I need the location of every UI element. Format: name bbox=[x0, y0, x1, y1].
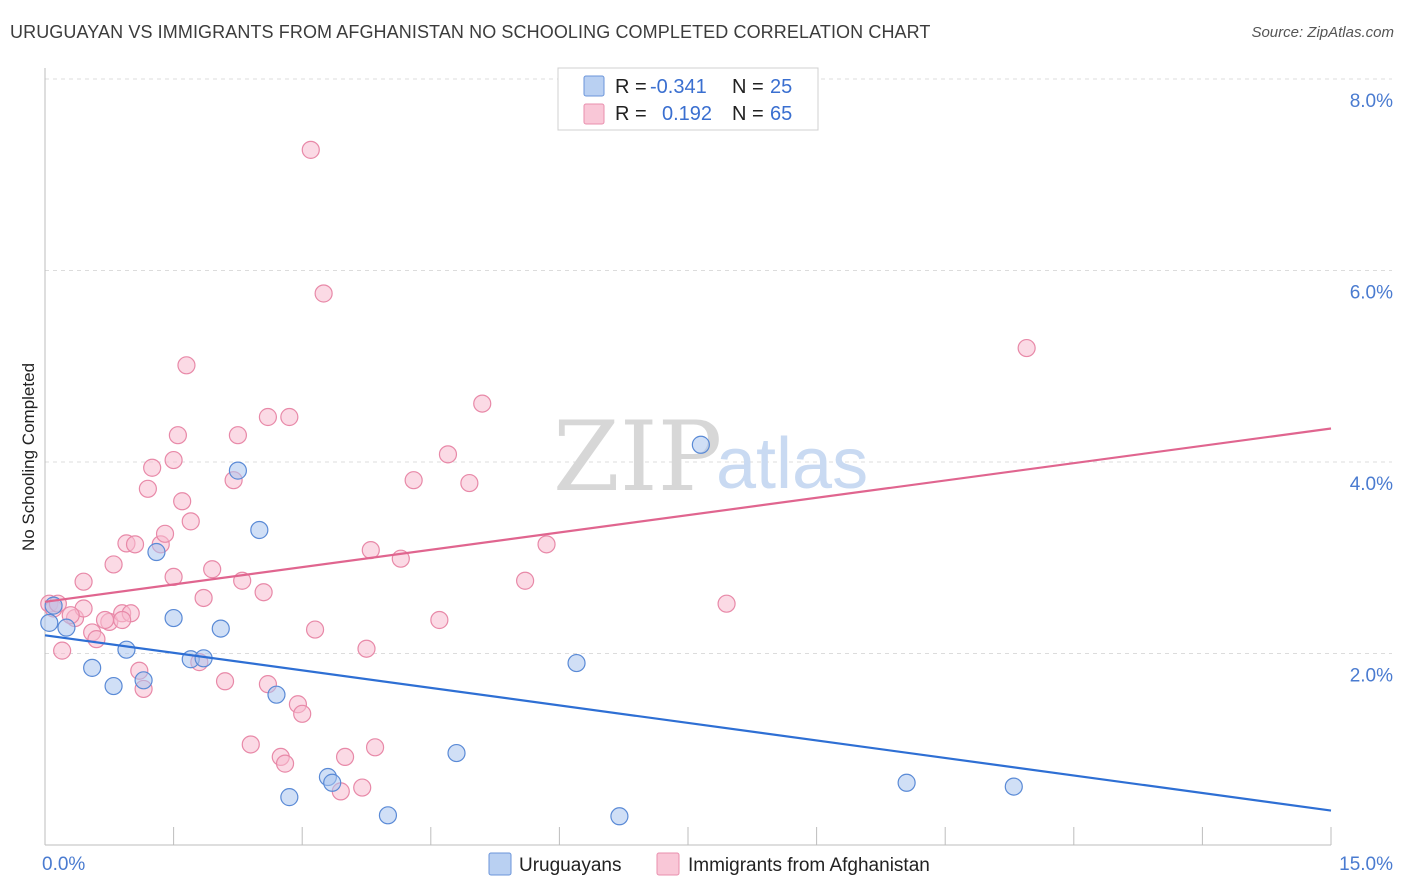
point-immigrants-from-afghanistan bbox=[143, 458, 162, 477]
point-immigrants-from-afghanistan bbox=[138, 479, 157, 498]
point-uruguayans bbox=[1004, 777, 1023, 796]
point-uruguayans bbox=[57, 618, 76, 637]
point-immigrants-from-afghanistan bbox=[168, 426, 187, 445]
y-tick-label: 6.0% bbox=[1350, 283, 1393, 304]
point-uruguayans bbox=[40, 613, 59, 632]
x-tick-label: 15.0% bbox=[1339, 854, 1393, 875]
stats-legend: R = -0.341 N = 25 R = 0.192 N = 65 bbox=[557, 67, 819, 131]
point-immigrants-from-afghanistan bbox=[241, 735, 260, 754]
point-immigrants-from-afghanistan bbox=[430, 610, 449, 630]
point-immigrants-from-afghanistan bbox=[314, 284, 333, 303]
point-immigrants-from-afghanistan bbox=[155, 524, 175, 543]
trend-lines bbox=[44, 427, 1332, 812]
point-immigrants-from-afghanistan bbox=[254, 583, 273, 602]
point-immigrants-from-afghanistan bbox=[173, 492, 192, 511]
point-uruguayans bbox=[280, 788, 299, 807]
point-immigrants-from-afghanistan bbox=[53, 641, 72, 660]
point-immigrants-from-afghanistan bbox=[258, 407, 278, 427]
point-uruguayans bbox=[250, 520, 269, 540]
point-immigrants-from-afghanistan bbox=[164, 450, 183, 470]
y-tick-label: 4.0% bbox=[1350, 474, 1393, 495]
point-immigrants-from-afghanistan bbox=[293, 704, 312, 723]
x-tick-marks bbox=[44, 827, 1332, 845]
point-immigrants-from-afghanistan bbox=[228, 426, 247, 445]
point-immigrants-from-afghanistan bbox=[537, 535, 556, 554]
trend-line-immigrants-from-afghanistan bbox=[44, 427, 1332, 603]
point-uruguayans bbox=[134, 671, 153, 690]
point-immigrants-from-afghanistan bbox=[113, 610, 132, 630]
point-uruguayans bbox=[228, 461, 247, 480]
watermark-zip: ZIP bbox=[553, 401, 722, 513]
point-uruguayans bbox=[117, 640, 136, 659]
x-tick-label: 0.0% bbox=[42, 854, 85, 875]
point-immigrants-from-afghanistan bbox=[95, 610, 115, 630]
point-uruguayans bbox=[378, 806, 398, 825]
stats-n-label-afghanistan: N = bbox=[732, 103, 764, 125]
stats-legend-swatch-afghanistan bbox=[583, 103, 605, 125]
point-uruguayans bbox=[610, 807, 629, 826]
point-immigrants-from-afghanistan bbox=[74, 572, 93, 591]
point-immigrants-from-afghanistan bbox=[438, 445, 458, 464]
point-immigrants-from-afghanistan bbox=[203, 560, 222, 579]
point-immigrants-from-afghanistan bbox=[1017, 338, 1036, 358]
point-immigrants-from-afghanistan bbox=[717, 594, 736, 613]
stats-n-value-uruguayans: 25 bbox=[770, 76, 792, 98]
source-credit: Source: ZipAtlas.com bbox=[1251, 24, 1394, 41]
legend-label-uruguayans: Uruguayans bbox=[519, 855, 621, 876]
point-uruguayans bbox=[567, 653, 586, 673]
stats-n-label-uruguayans: N = bbox=[732, 76, 764, 98]
stats-n-value-afghanistan: 65 bbox=[770, 103, 792, 125]
point-immigrants-from-afghanistan bbox=[305, 620, 325, 639]
scatter-points bbox=[40, 140, 1036, 826]
x-tick-labels: 0.0% 15.0% bbox=[42, 854, 1393, 875]
point-immigrants-from-afghanistan bbox=[177, 356, 196, 375]
point-immigrants-from-afghanistan bbox=[473, 394, 492, 413]
point-immigrants-from-afghanistan bbox=[125, 535, 145, 554]
watermark: ZIP atlas bbox=[553, 401, 868, 513]
point-immigrants-from-afghanistan bbox=[365, 738, 385, 757]
stats-r-label-afghanistan: R = bbox=[615, 103, 647, 125]
point-immigrants-from-afghanistan bbox=[104, 555, 123, 574]
point-immigrants-from-afghanistan bbox=[460, 473, 479, 493]
point-immigrants-from-afghanistan bbox=[404, 471, 423, 490]
y-axis-label: No Schooling Completed bbox=[19, 363, 38, 551]
y-tick-label: 8.0% bbox=[1350, 91, 1393, 112]
trend-line-uruguayans bbox=[44, 634, 1332, 812]
gridlines bbox=[45, 78, 1392, 654]
series-legend: Uruguayans Immigrants from Afghanistan bbox=[488, 852, 930, 876]
point-immigrants-from-afghanistan bbox=[353, 778, 372, 797]
stats-legend-swatch-uruguayans bbox=[583, 75, 605, 97]
point-immigrants-from-afghanistan bbox=[301, 140, 320, 159]
point-uruguayans bbox=[147, 542, 166, 562]
point-immigrants-from-afghanistan bbox=[335, 747, 355, 767]
point-immigrants-from-afghanistan bbox=[357, 639, 376, 658]
legend-swatch-uruguayans bbox=[488, 852, 512, 876]
point-uruguayans bbox=[897, 773, 916, 792]
watermark-atlas: atlas bbox=[716, 424, 868, 504]
point-immigrants-from-afghanistan bbox=[181, 512, 200, 531]
y-tick-label: 2.0% bbox=[1350, 666, 1393, 687]
legend-label-afghanistan: Immigrants from Afghanistan bbox=[688, 855, 930, 876]
stats-r-label-uruguayans: R = bbox=[615, 76, 647, 98]
point-uruguayans bbox=[164, 608, 183, 628]
point-immigrants-from-afghanistan bbox=[275, 754, 295, 773]
chart-title: URUGUAYAN VS IMMIGRANTS FROM AFGHANISTAN… bbox=[10, 22, 931, 42]
point-uruguayans bbox=[323, 773, 342, 792]
stats-r-value-uruguayans: -0.341 bbox=[650, 76, 707, 98]
point-immigrants-from-afghanistan bbox=[194, 588, 213, 608]
point-uruguayans bbox=[267, 685, 286, 704]
point-uruguayans bbox=[691, 435, 710, 454]
y-tick-labels: 2.0% 4.0% 6.0% 8.0% bbox=[1350, 91, 1393, 687]
point-immigrants-from-afghanistan bbox=[280, 407, 299, 427]
point-uruguayans bbox=[211, 619, 230, 638]
point-uruguayans bbox=[447, 743, 466, 763]
point-uruguayans bbox=[104, 676, 123, 696]
point-immigrants-from-afghanistan bbox=[215, 672, 235, 691]
stats-r-value-afghanistan: 0.192 bbox=[662, 103, 712, 125]
legend-swatch-afghanistan bbox=[656, 852, 680, 876]
point-immigrants-from-afghanistan bbox=[516, 571, 535, 590]
point-immigrants-from-afghanistan bbox=[87, 630, 106, 649]
point-uruguayans bbox=[83, 658, 102, 677]
